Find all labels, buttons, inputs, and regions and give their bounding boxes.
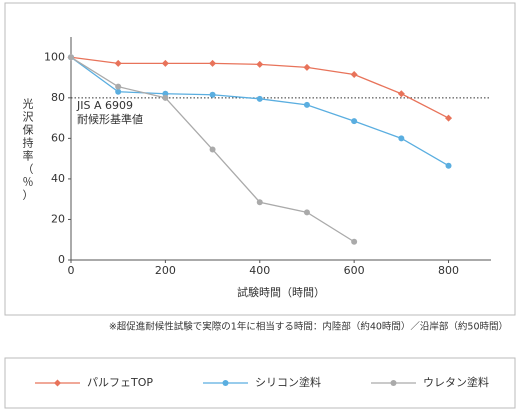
marker xyxy=(256,60,264,68)
chart-frame xyxy=(4,2,516,316)
marker xyxy=(162,94,169,101)
marker xyxy=(256,95,263,102)
x-tick-label: 0 xyxy=(68,264,75,277)
marker xyxy=(256,199,263,206)
marker xyxy=(445,162,452,169)
y-tick-label: 60 xyxy=(51,131,65,144)
marker xyxy=(303,101,310,108)
x-tick-label: 800 xyxy=(438,264,459,277)
marker xyxy=(209,146,216,153)
legend-marker xyxy=(222,380,229,386)
y-tick-label: 0 xyxy=(58,253,65,266)
marker xyxy=(350,71,358,79)
marker xyxy=(303,209,310,216)
legend-marker xyxy=(54,379,61,387)
marker xyxy=(161,59,169,67)
marker xyxy=(68,54,74,61)
marker xyxy=(445,114,453,122)
legend-label: パルフェTOP xyxy=(87,376,153,389)
y-tick-label: 100 xyxy=(44,50,65,63)
marker xyxy=(209,91,216,98)
legend-frame xyxy=(4,357,516,409)
legend-label: ウレタン塗料 xyxy=(423,375,489,389)
reference-label: JIS A 6909 xyxy=(76,99,133,112)
y-tick-label: 40 xyxy=(51,172,65,185)
x-tick-label: 200 xyxy=(155,264,176,277)
marker xyxy=(303,63,311,71)
marker xyxy=(351,118,358,125)
marker xyxy=(397,90,405,98)
marker xyxy=(351,238,358,245)
reference-label: 耐候形基準値 xyxy=(77,112,143,126)
marker xyxy=(398,135,405,142)
x-axis-label: 試験時間（時間） xyxy=(237,285,325,299)
y-tick-label: 20 xyxy=(51,212,65,225)
marker xyxy=(209,59,217,67)
legend-label: シリコン塗料 xyxy=(255,375,321,389)
marker xyxy=(114,59,122,67)
y-axis-label: 光沢保持率（％） xyxy=(23,97,34,202)
footnote: ※超促進耐候性試験で実際の1年に相当する時間：内陸部（約40時間）／沿岸部（約5… xyxy=(109,321,508,333)
marker xyxy=(115,83,122,90)
marker xyxy=(115,88,122,95)
y-tick-label: 80 xyxy=(51,91,65,104)
legend-marker xyxy=(390,380,397,386)
x-tick-label: 400 xyxy=(249,264,270,277)
x-tick-label: 600 xyxy=(344,264,365,277)
